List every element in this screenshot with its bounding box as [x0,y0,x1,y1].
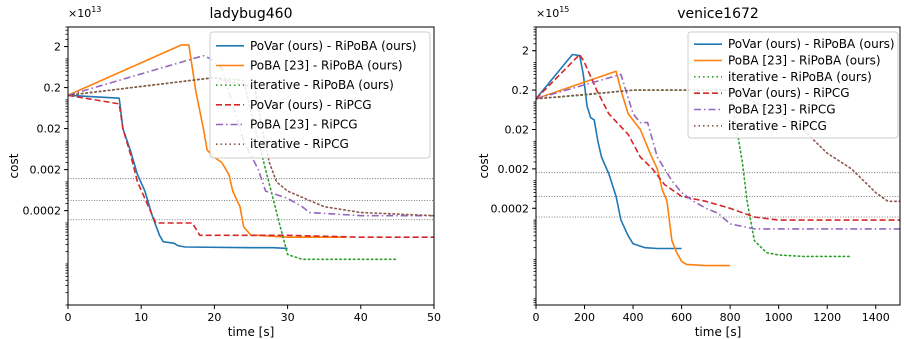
y-axis-label: cost [7,153,21,178]
y-tick-label: 0.2 [44,82,62,95]
x-axis-label: time [s] [228,325,275,339]
y-tick-label: 0.0002 [23,205,62,218]
x-tick-label: 1000 [765,311,793,324]
legend-box [687,31,899,139]
x-tick-label: 200 [574,311,595,324]
legend-entry-2: PoBA [23] - RiPoBA (ours) [250,59,403,73]
series-group [536,53,900,267]
legend-box [209,31,431,159]
x-tick-label: 800 [720,311,741,324]
y-tick-label: 0.0002 [491,202,530,215]
y-tick-label: 0.002 [498,163,530,176]
x-tick-label: 400 [623,311,644,324]
x-axis-label: time [s] [695,325,742,339]
x-tick-label: 1200 [813,311,841,324]
legend: PoVar (ours) - RiPoBA (ours) PoBA [23] - … [209,31,431,159]
legend-entry-1: PoVar (ours) - RiPoBA (ours) [250,39,417,53]
legend-entry-4: PoVar (ours) - RiPCG [728,86,850,100]
x-tick-label: 0 [65,311,72,324]
legend-entry-5: PoBA [23] - RiPCG [728,103,836,117]
legend-entry-2: PoBA [23] - RiPoBA (ours) [728,54,881,68]
x-tick-label: 20 [207,311,221,324]
y-tick-label: 0.02 [505,123,530,136]
axis-exponent: ×1015 [536,5,569,20]
axis-exponent: ×1013 [68,5,101,20]
x-tick-label: 1400 [862,311,890,324]
x-tick-label: 40 [354,311,368,324]
x-tick-label: 30 [281,311,295,324]
series-line-2 [68,44,347,238]
series-line-4 [68,94,434,238]
chart-title: ladybug460 [209,6,292,22]
series-line-2 [536,70,731,267]
y-axis-label: cost [477,153,491,178]
legend: PoVar (ours) - RiPoBA (ours) PoBA [23] - … [687,31,899,139]
chart-title: venice1672 [677,6,759,22]
series-line-1 [536,53,682,250]
series-line-4 [536,53,900,221]
y-tick-label: 2 [54,41,61,54]
series-line-5 [536,73,900,230]
chart-panel-1: 0 10 20 30 40 50 2 0.2 0.02 0.002 0.0002 ×1013 ladyb… [7,5,441,339]
plot-frame [535,26,901,306]
legend-entry-4: PoVar (ours) - RiPCG [250,98,372,112]
legend-entry-3: iterative - RiPoBA (ours) [728,70,872,84]
y-tick-label: 0.2 [512,84,530,97]
legend-entry-6: iterative - RiPCG [250,137,349,151]
y-tick-label: 0.002 [30,164,62,177]
plot-frame [67,26,435,306]
legend-entry-1: PoVar (ours) - RiPoBA (ours) [728,37,895,51]
x-tick-label: 0 [533,311,540,324]
series-line-6 [536,89,900,203]
legend-entry-6: iterative - RiPCG [728,119,827,133]
legend-entry-5: PoBA [23] - RiPCG [250,118,358,132]
legend-entry-3: iterative - RiPoBA (ours) [250,78,394,92]
x-tick-label: 10 [134,311,148,324]
x-tick-label: 50 [427,311,441,324]
y-tick-label: 0.02 [37,123,62,136]
y-tick-label: 2 [522,45,529,58]
x-tick-label: 600 [671,311,692,324]
chart-panel-2: 0 200 400 600 800 1000 1200 1400 2 0.2 0.02 0.002 0.… [477,5,901,339]
